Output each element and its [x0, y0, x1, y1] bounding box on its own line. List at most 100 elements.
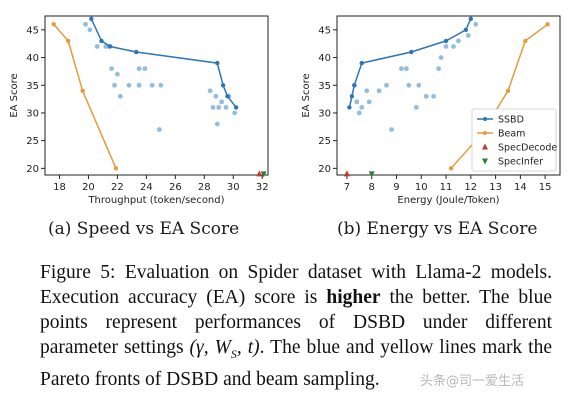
pareto-point	[80, 88, 85, 93]
data-point	[83, 21, 88, 27]
y-axis-label: EA Score	[9, 73, 20, 117]
data-point	[87, 27, 93, 33]
pareto-point	[448, 166, 454, 171]
caption-text-2: the better. The blue points represent pe…	[40, 287, 552, 358]
y-tick-label: 20	[26, 164, 39, 175]
pareto-point	[65, 38, 71, 44]
pareto-point	[545, 22, 550, 27]
data-point	[465, 32, 471, 38]
subcaption-a: (a) Speed vs EA Score	[48, 219, 240, 239]
pareto-point	[409, 49, 414, 55]
legend-swatch-marker	[482, 158, 488, 165]
data-point	[213, 93, 219, 99]
data-point	[136, 66, 142, 72]
x-tick-label: 20	[82, 182, 95, 193]
legend-label: Beam	[498, 129, 525, 140]
data-point	[117, 93, 123, 99]
x-tick-label: 22	[111, 182, 124, 193]
x-tick-label: 7	[344, 182, 350, 193]
data-point	[136, 82, 142, 88]
data-point	[416, 82, 422, 88]
pareto-point	[505, 88, 511, 93]
x-tick-label: 28	[198, 182, 211, 193]
x-tick-label: 26	[169, 182, 182, 193]
data-point	[207, 88, 213, 94]
data-point	[216, 105, 222, 110]
caption-text-1: Figure 5: Evaluation on Spider dataset w…	[40, 262, 552, 308]
specdecode-marker	[343, 170, 350, 177]
caption-math-end: , t)	[236, 337, 260, 358]
caption-math-sub: S	[230, 346, 237, 361]
pareto-point	[51, 22, 56, 27]
x-tick-label: 32	[256, 182, 269, 193]
data-point	[109, 66, 115, 72]
legend-label: SpecDecode	[498, 143, 557, 154]
y-tick-label: 40	[26, 53, 39, 64]
pareto-line	[348, 18, 472, 108]
legend-swatch-marker	[482, 143, 488, 150]
x-tick-label: 8	[369, 182, 375, 193]
data-point	[359, 105, 365, 110]
pareto-point	[89, 16, 94, 21]
plot-frame	[336, 15, 561, 176]
data-point	[232, 110, 238, 116]
legend-label: SpecInfer	[498, 157, 543, 168]
y-tick-label: 40	[318, 53, 331, 64]
y-tick-label: 30	[26, 108, 39, 119]
pareto-point	[134, 49, 139, 55]
y-tick-label: 30	[318, 108, 331, 119]
data-point	[384, 82, 389, 88]
data-point	[158, 82, 164, 88]
pareto-point	[347, 105, 352, 110]
x-tick-label: 14	[514, 182, 527, 193]
pareto-point	[349, 94, 355, 99]
data-point	[364, 88, 370, 94]
plot-frame	[44, 15, 269, 176]
data-point	[149, 82, 155, 88]
x-tick-label: 30	[227, 182, 240, 193]
data-point	[431, 93, 437, 99]
data-point	[142, 66, 148, 72]
caption-bold: higher	[326, 287, 381, 308]
pareto-point	[468, 16, 473, 21]
specinfer-marker	[368, 171, 375, 178]
pareto-point	[225, 94, 230, 99]
figure-caption: Figure 5: Evaluation on Spider dataset w…	[40, 260, 552, 392]
y-tick-label: 25	[318, 136, 331, 147]
y-tick-label: 45	[26, 25, 39, 36]
data-point	[376, 88, 382, 94]
data-point	[126, 82, 132, 88]
x-tick-label: 24	[140, 182, 153, 193]
x-tick-label: 9	[393, 182, 399, 193]
data-point	[356, 110, 362, 116]
legend-box	[471, 108, 557, 172]
data-point	[366, 99, 372, 105]
pareto-point	[220, 83, 226, 88]
pareto-point	[107, 44, 113, 49]
specinfer-marker	[260, 171, 267, 178]
caption-math: (γ, W	[189, 337, 231, 358]
x-tick-label: 12	[464, 182, 477, 193]
x-tick-label: 10	[415, 182, 428, 193]
x-tick-label: 13	[489, 182, 502, 193]
pareto-point	[99, 38, 104, 44]
pareto-point	[233, 105, 239, 110]
data-point	[443, 44, 449, 49]
data-point	[399, 66, 404, 72]
data-point	[94, 44, 100, 49]
data-point	[423, 93, 429, 99]
y-tick-label: 35	[26, 81, 39, 92]
legend-swatch-dot	[483, 131, 487, 135]
subcaption-b: (b) Energy vs EA Score	[337, 219, 538, 239]
y-axis-label: EA Score	[301, 73, 312, 117]
y-tick-label: 45	[318, 25, 331, 36]
y-tick-label: 25	[26, 136, 39, 147]
pareto-point	[463, 27, 469, 33]
x-axis-label: Throughput (token/second)	[87, 195, 224, 206]
data-point	[451, 44, 456, 49]
pareto-point	[352, 83, 357, 88]
data-point	[436, 66, 441, 72]
x-axis-label: Energy (Joule/Token)	[397, 195, 499, 206]
pareto-line	[53, 23, 117, 169]
